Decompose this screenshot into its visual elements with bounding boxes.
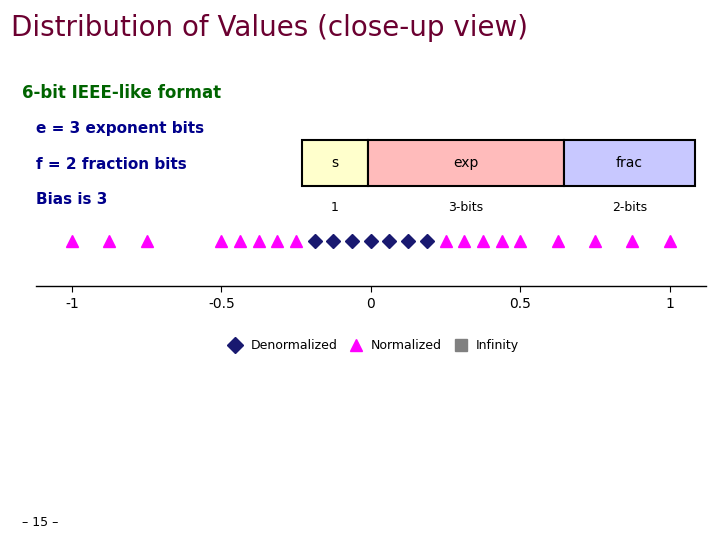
Text: 3-bits: 3-bits [449,201,483,214]
Text: 6-bit IEEE-like format: 6-bit IEEE-like format [22,84,221,102]
Text: e = 3 exponent bits: e = 3 exponent bits [36,122,204,137]
Text: s: s [331,157,338,170]
Text: exp: exp [453,157,479,170]
Text: 1: 1 [331,201,339,214]
Text: – 15 –: – 15 – [22,516,58,529]
Text: f = 2 fraction bits: f = 2 fraction bits [36,157,186,172]
Text: 2-bits: 2-bits [612,201,647,214]
Text: Distribution of Values (close-up view): Distribution of Values (close-up view) [11,14,528,42]
Text: Bias is 3: Bias is 3 [36,192,107,207]
Text: frac: frac [616,157,643,170]
Legend: Denormalized, Normalized, Infinity: Denormalized, Normalized, Infinity [218,334,523,357]
